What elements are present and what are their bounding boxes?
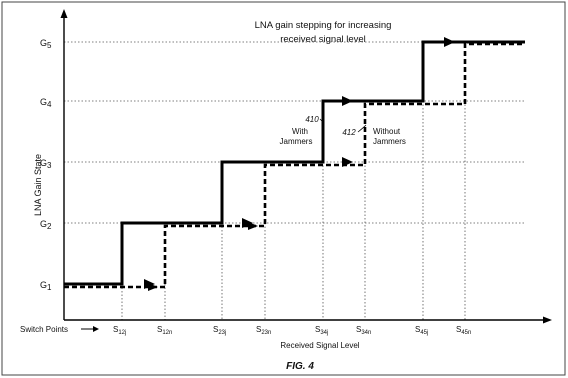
gain-label-g5: G5 [40, 38, 52, 50]
switch-point-s23n: S23n [256, 325, 271, 336]
switch-points-label: Switch Points [20, 325, 68, 334]
x-axis-label: Received Signal Level [280, 341, 359, 350]
gain-level-labels: G1 G2 G3 G4 G5 [40, 38, 52, 292]
x-axis-arrowhead [543, 316, 552, 324]
with-jammers-label-line1: With [292, 127, 308, 136]
callouts: 410 With Jammers 412 Without Jammers [280, 115, 406, 146]
ref-412: 412 [342, 128, 356, 137]
callout-leader-410 [319, 118, 325, 136]
gain-label-g3: G3 [40, 158, 52, 170]
callout-leader-412 [357, 124, 367, 133]
gain-label-g4: G4 [40, 97, 52, 109]
figure-caption: FIG. 4 [286, 361, 314, 372]
y-axis-label: LNA Gain State [33, 154, 43, 216]
switch-points-arrow-head [93, 326, 99, 332]
with-jammers-arrow-5 [444, 37, 455, 47]
switch-point-s45j: S45j [415, 325, 428, 336]
without-jammers-curve [64, 42, 525, 289]
with-jammers-arrow-2 [242, 218, 253, 228]
switch-point-s12j: S12j [113, 325, 126, 336]
gain-label-g2: G2 [40, 219, 52, 231]
curve-direction-arrows [144, 37, 455, 291]
diagram-title-line1: LNA gain stepping for increasing [255, 20, 392, 31]
y-axis-arrowhead [60, 9, 68, 18]
diagram-title-line2: received signal level [280, 34, 366, 45]
switch-points-row: Switch Points S12j S12n S23j S23n S34j S… [20, 325, 471, 336]
gain-label-g1: G1 [40, 280, 52, 292]
switch-point-s45n: S45n [456, 325, 471, 336]
ref-410: 410 [305, 115, 319, 124]
without-jammers-label-line1: Without [373, 127, 401, 136]
with-jammers-curve [64, 40, 525, 286]
switch-point-s34j: S34j [315, 325, 328, 336]
without-jammers-arrow-2 [248, 222, 258, 230]
without-jammers-arrow-1 [148, 283, 158, 291]
gridlines [64, 41, 525, 320]
switch-point-s12n: S12n [157, 325, 172, 336]
with-jammers-label-line2: Jammers [280, 137, 313, 146]
switch-point-s34n: S34n [356, 325, 371, 336]
switch-point-s23j: S23j [213, 325, 226, 336]
axes [60, 9, 552, 324]
with-jammers-arrow-4 [342, 96, 353, 106]
without-jammers-label-line2: Jammers [373, 137, 406, 146]
with-jammers-arrow-3 [342, 157, 353, 167]
